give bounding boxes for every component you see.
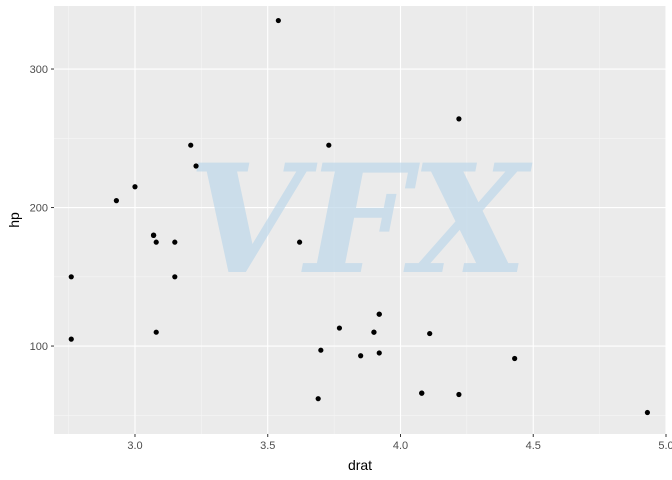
data-point [336, 325, 343, 331]
data-point [113, 198, 119, 204]
data-point [296, 239, 303, 245]
data-points [68, 17, 651, 416]
y-axis-title: hp [6, 212, 22, 228]
x-tick-label: 4.5 [526, 440, 541, 452]
x-tick-label: 4.0 [393, 440, 408, 452]
data-point [427, 330, 433, 337]
data-point [153, 239, 159, 245]
plot-panel [54, 6, 666, 434]
data-point [150, 232, 157, 238]
data-point [456, 391, 462, 398]
x-tick-label: 3.0 [127, 440, 142, 452]
data-point [358, 353, 364, 359]
data-point [315, 396, 321, 402]
x-tick-label: 3.5 [260, 440, 275, 452]
data-point [318, 347, 324, 353]
x-tick-label: 5.0 [658, 440, 672, 452]
x-axis: 3.0 3.5 4.0 4.5 5.0 [127, 434, 672, 452]
data-point [512, 355, 518, 362]
data-point [68, 336, 74, 342]
data-point [68, 274, 74, 280]
data-point [326, 142, 332, 148]
data-point [456, 116, 462, 122]
data-point [371, 329, 377, 335]
data-point [275, 17, 281, 24]
watermark-text: VFX [188, 132, 533, 308]
data-point [132, 184, 138, 190]
data-point [153, 329, 159, 335]
data-point [376, 350, 382, 356]
y-tick-label: 300 [30, 64, 48, 76]
data-point [193, 163, 199, 169]
major-gridlines [54, 6, 667, 434]
data-point [188, 142, 194, 148]
data-point [419, 390, 425, 396]
x-axis-title: drat [348, 457, 372, 473]
minor-gridlines [54, 6, 666, 434]
y-tick-label: 100 [30, 341, 48, 353]
data-point [172, 239, 178, 245]
data-point [644, 409, 651, 416]
y-tick-label: 200 [30, 203, 48, 215]
y-axis: 100 200 300 [30, 64, 54, 353]
data-point [172, 274, 178, 280]
data-point [376, 311, 382, 317]
